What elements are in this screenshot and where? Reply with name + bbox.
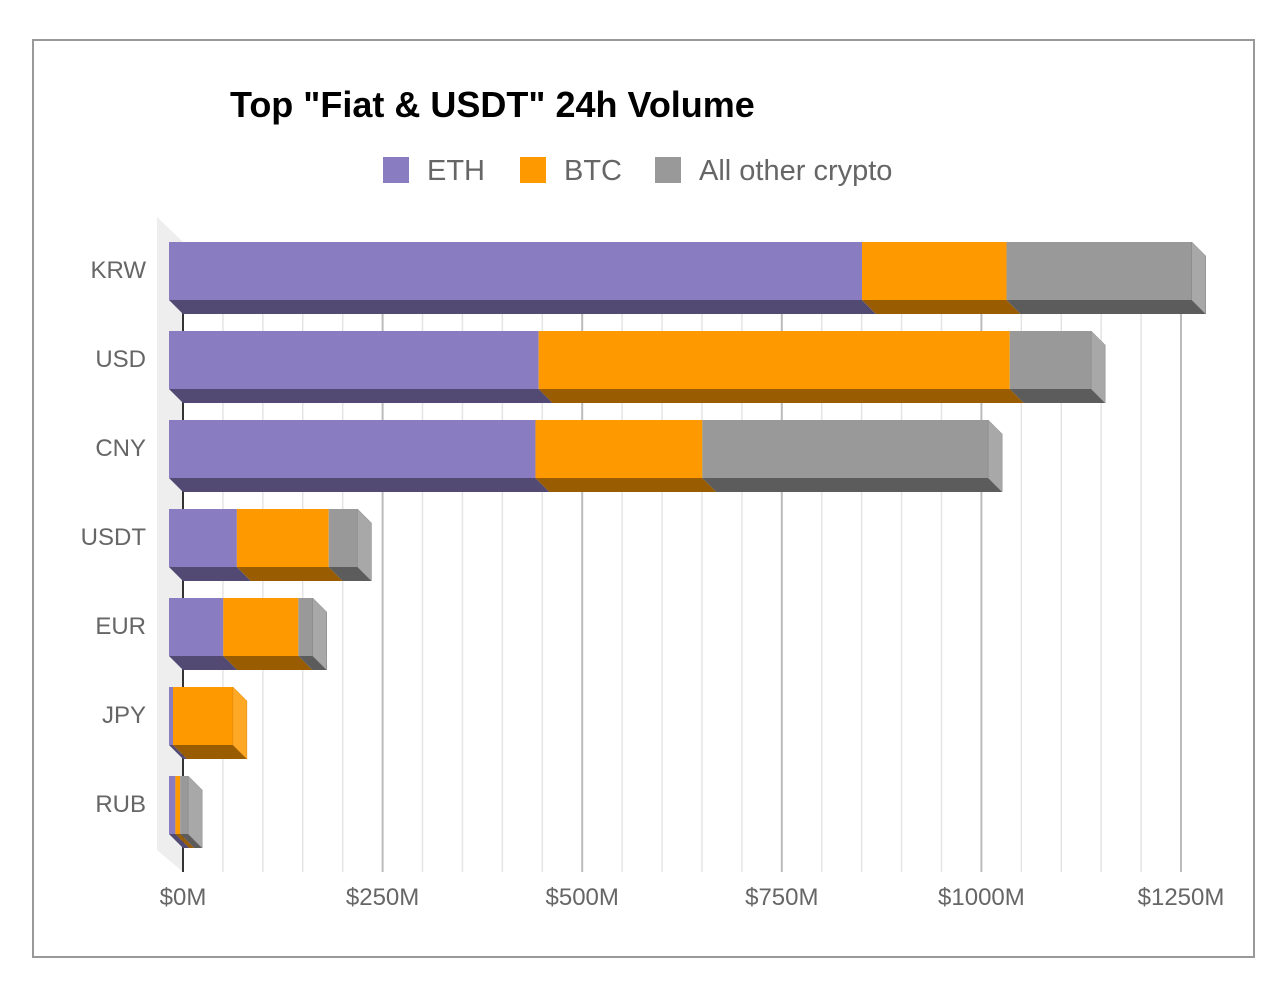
bar-jpy-eth	[169, 687, 173, 745]
bar-krw-all-other-crypto	[1006, 242, 1192, 300]
bar-bottom-face	[223, 656, 313, 670]
category-label: JPY	[102, 702, 146, 729]
bars-layer	[169, 241, 1207, 849]
x-tick-label: $1250M	[1138, 884, 1225, 911]
bar-end-face	[1191, 241, 1207, 315]
bar-usdt-eth	[169, 509, 237, 567]
category-label: USD	[95, 346, 146, 373]
x-tick-label: $750M	[745, 884, 818, 911]
bar-bottom-face	[169, 478, 550, 492]
bar-usd-eth	[169, 331, 539, 389]
legend-label: BTC	[564, 155, 622, 187]
legend: ETH BTC All other crypto	[383, 155, 892, 187]
legend-swatch-btc	[520, 157, 546, 183]
bar-bottom-face	[862, 300, 1021, 314]
bar-bottom-face	[169, 745, 187, 759]
bar-bottom-face	[175, 834, 195, 848]
category-label: RUB	[95, 791, 146, 818]
bar-eur-all-other-crypto	[298, 598, 313, 656]
bar-end-face	[357, 508, 372, 582]
category-label: USDT	[81, 524, 147, 551]
bar-end-face	[1090, 330, 1106, 404]
bar-usdt-all-other-crypto	[328, 509, 358, 567]
labels-layer: $0M $250M $500M $750M $1000M $1250M KRW USD CNY U…	[81, 257, 1225, 911]
bar-rub-btc	[175, 776, 181, 834]
legend-swatch-all-other-crypto	[655, 157, 681, 183]
legend-label: ETH	[427, 155, 485, 187]
x-tick-label: $500M	[546, 884, 619, 911]
bar-bottom-face	[1009, 389, 1106, 403]
category-label: EUR	[95, 613, 146, 640]
bar-bottom-face	[535, 478, 717, 492]
bar-usd-all-other-crypto	[1009, 331, 1092, 389]
bar-end-face	[987, 419, 1003, 493]
x-tick-label: $0M	[160, 884, 207, 911]
bar-bottom-face	[172, 745, 247, 759]
bar-rub-eth	[169, 776, 176, 834]
bar-bottom-face	[169, 834, 190, 848]
bar-end-face	[312, 597, 327, 671]
bar-bottom-face	[298, 656, 327, 670]
bar-bottom-face	[1006, 300, 1206, 314]
bar-cny-all-other-crypto	[702, 420, 989, 478]
bar-bottom-face	[702, 478, 1003, 492]
bar-bottom-face	[236, 567, 343, 581]
bar-usd-btc	[538, 331, 1010, 389]
bar-usdt-btc	[236, 509, 329, 567]
category-label: KRW	[90, 257, 146, 284]
bar-bottom-face	[169, 300, 877, 314]
chart-title: Top "Fiat & USDT" 24h Volume	[230, 84, 755, 125]
bar-bottom-face	[180, 834, 203, 848]
bar-bottom-face	[169, 656, 238, 670]
bar-eur-eth	[169, 598, 224, 656]
x-tick-label: $1000M	[938, 884, 1025, 911]
chart-border	[32, 39, 1255, 958]
bar-bottom-face	[169, 389, 553, 403]
bar-bottom-face	[538, 389, 1024, 403]
bar-eur-btc	[223, 598, 299, 656]
bar-cny-btc	[535, 420, 703, 478]
bar-cny-eth	[169, 420, 536, 478]
bar-rub-all-other-crypto	[180, 776, 189, 834]
bar-krw-btc	[862, 242, 1007, 300]
bar-end-face	[232, 686, 248, 760]
legend-label: All other crypto	[699, 155, 892, 187]
bar-krw-eth	[169, 242, 863, 300]
bar-jpy-btc	[172, 687, 233, 745]
x-tick-label: $250M	[346, 884, 419, 911]
bar-end-face	[187, 775, 203, 849]
legend-swatch-eth	[383, 157, 409, 183]
bar-bottom-face	[169, 567, 251, 581]
category-label: CNY	[95, 435, 146, 462]
